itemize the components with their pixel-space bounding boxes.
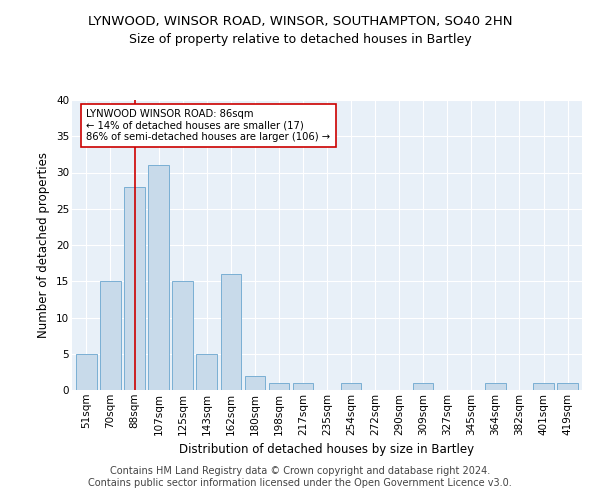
Bar [221, 274, 241, 390]
Text: Contains HM Land Registry data © Crown copyright and database right 2024.
Contai: Contains HM Land Registry data © Crown c… [88, 466, 512, 487]
Bar [100, 281, 121, 390]
Text: LYNWOOD WINSOR ROAD: 86sqm
← 14% of detached houses are smaller (17)
86% of semi: LYNWOOD WINSOR ROAD: 86sqm ← 14% of deta… [86, 108, 331, 142]
Bar [196, 354, 217, 390]
Bar [172, 281, 193, 390]
Bar [245, 376, 265, 390]
Text: LYNWOOD, WINSOR ROAD, WINSOR, SOUTHAMPTON, SO40 2HN: LYNWOOD, WINSOR ROAD, WINSOR, SOUTHAMPTO… [88, 15, 512, 28]
X-axis label: Distribution of detached houses by size in Bartley: Distribution of detached houses by size … [179, 443, 475, 456]
Text: Size of property relative to detached houses in Bartley: Size of property relative to detached ho… [128, 32, 472, 46]
Bar [413, 383, 433, 390]
Bar [341, 383, 361, 390]
Bar [557, 383, 578, 390]
Bar [533, 383, 554, 390]
Bar [148, 165, 169, 390]
Bar [293, 383, 313, 390]
Bar [269, 383, 289, 390]
Bar [124, 187, 145, 390]
Bar [76, 354, 97, 390]
Bar [485, 383, 506, 390]
Y-axis label: Number of detached properties: Number of detached properties [37, 152, 50, 338]
